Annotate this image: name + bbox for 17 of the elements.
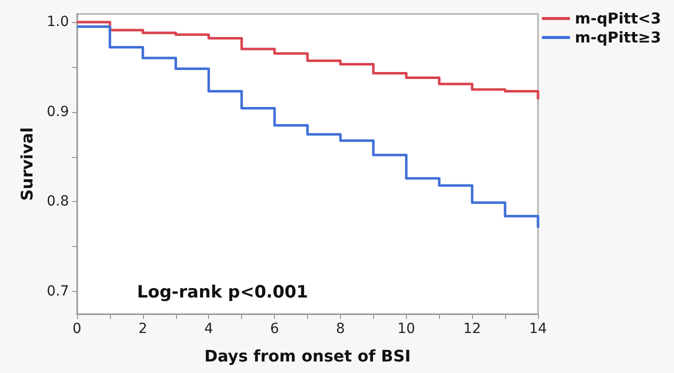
x-tick-label: 4 [204,321,214,337]
y-tick-label: 0.8 [46,194,69,210]
x-tick-label: 8 [336,321,345,337]
x-tick-label: 14 [529,321,547,337]
x-tick-label: 6 [270,321,280,337]
x-tick-label: 10 [397,321,416,337]
y-tick-label: 1.0 [46,14,69,30]
y-axis-title: Survival [18,127,36,201]
x-tick-label: 2 [138,321,148,337]
y-tick-label: 0.7 [46,284,69,300]
annotation: Log-rank p<0.001 [137,282,308,302]
x-axis-title: Days from onset of BSI [204,346,411,366]
legend-label: m-qPitt<3 [574,10,662,28]
y-tick-label: 0.9 [46,104,69,120]
x-tick-label: 0 [72,321,82,337]
x-tick-label: 12 [463,321,482,337]
legend-label: m-qPitt≥3 [574,28,662,46]
